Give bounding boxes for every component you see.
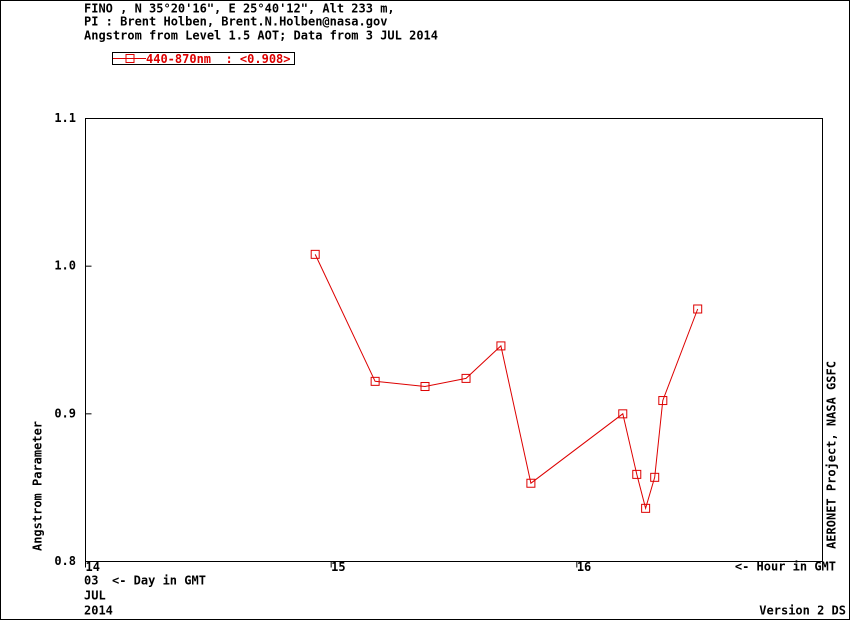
date-year: 2014 bbox=[84, 604, 113, 618]
title-line: Angstrom from Level 1.5 AOT; Data from 3… bbox=[84, 29, 438, 43]
title-line: FINO , N 35°20'16", E 25°40'12", Alt 233… bbox=[84, 2, 395, 16]
legend-box bbox=[112, 52, 295, 65]
day-label: <- Day in GMT bbox=[112, 574, 206, 588]
data-point bbox=[310, 249, 320, 259]
y-tick-label: 0.9 bbox=[54, 406, 76, 420]
data-point bbox=[641, 503, 651, 513]
legend-marker bbox=[125, 54, 135, 63]
data-point bbox=[370, 376, 380, 386]
data-point bbox=[496, 341, 506, 351]
data-point bbox=[693, 304, 703, 314]
data-point bbox=[632, 469, 642, 479]
date-day: 03 bbox=[84, 574, 98, 588]
side-note: AERONET Project, NASA GSFC bbox=[825, 361, 839, 549]
data-point bbox=[650, 472, 660, 482]
x-axis-label: <- Hour in GMT bbox=[735, 560, 836, 574]
plot-frame bbox=[85, 118, 823, 562]
data-point bbox=[618, 409, 628, 419]
series-line bbox=[314, 254, 699, 511]
data-point bbox=[658, 396, 668, 406]
y-tick-label: 1.1 bbox=[54, 111, 76, 125]
x-tick-label: 14 bbox=[86, 560, 100, 574]
legend-label: 440-870nm : <0.908> bbox=[146, 52, 291, 66]
title-line: PI : Brent Holben, Brent.N.Holben@nasa.g… bbox=[84, 15, 387, 29]
data-point bbox=[420, 382, 430, 392]
data-point bbox=[526, 478, 536, 488]
date-month: JUL bbox=[84, 589, 106, 603]
footer: Version 2 DS bbox=[759, 604, 846, 618]
x-tick-label: 15 bbox=[331, 560, 345, 574]
y-tick-label: 0.8 bbox=[54, 554, 76, 568]
data-point bbox=[461, 373, 471, 383]
x-tick-label: 16 bbox=[577, 560, 591, 574]
y-tick-label: 1.0 bbox=[54, 259, 76, 273]
y-axis-label: Angstrom Parameter bbox=[31, 421, 45, 551]
